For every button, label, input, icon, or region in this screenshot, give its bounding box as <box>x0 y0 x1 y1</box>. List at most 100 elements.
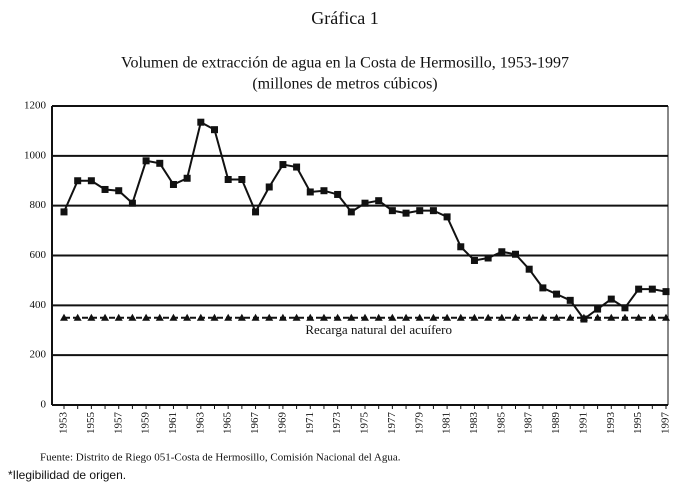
point-marker <box>74 177 82 185</box>
y-tick-label: 1200 <box>24 100 47 112</box>
point-marker <box>347 313 356 321</box>
point-marker <box>429 313 438 321</box>
point-marker <box>402 313 411 321</box>
point-marker <box>293 163 301 171</box>
point-marker <box>457 243 465 251</box>
point-marker <box>484 313 493 321</box>
point-marker <box>416 207 424 215</box>
point-marker <box>156 159 164 167</box>
chart-subtitle: (millones de metros cúbicos) <box>252 76 437 93</box>
point-marker <box>402 209 410 217</box>
point-marker <box>319 313 328 321</box>
y-tick-label: 600 <box>30 249 47 261</box>
x-tick-label: 1995 <box>632 412 644 435</box>
point-marker <box>238 176 246 184</box>
y-tick-label: 1000 <box>24 149 47 161</box>
x-tick-label: 1991 <box>577 412 589 434</box>
x-tick-label: 1975 <box>359 412 371 435</box>
point-marker <box>594 305 602 313</box>
point-marker <box>224 313 233 321</box>
point-marker <box>73 313 82 321</box>
point-marker <box>210 313 219 321</box>
point-marker <box>538 313 547 321</box>
point-marker <box>374 313 383 321</box>
footnote: *Ilegibilidad de origen. <box>8 468 126 482</box>
y-tick-label: 0 <box>41 399 47 411</box>
point-marker <box>484 254 492 262</box>
point-marker <box>593 313 602 321</box>
point-marker <box>334 190 342 198</box>
point-marker <box>306 188 314 196</box>
point-marker <box>361 313 369 321</box>
x-tick-label: 1957 <box>112 412 124 435</box>
point-marker <box>278 313 287 321</box>
x-tick-label: 1983 <box>468 412 480 435</box>
x-tick-label: 1979 <box>413 412 425 435</box>
point-marker <box>429 207 437 215</box>
point-marker <box>183 174 191 182</box>
x-tick-label: 1993 <box>605 412 617 435</box>
point-marker <box>662 313 670 321</box>
point-marker <box>375 197 383 205</box>
point-marker <box>60 208 68 216</box>
point-marker <box>333 313 342 321</box>
x-tick-label: 1953 <box>58 412 70 435</box>
point-marker <box>237 313 246 321</box>
x-tick-label: 1971 <box>304 412 316 434</box>
point-marker <box>60 313 68 321</box>
point-marker <box>114 313 123 321</box>
chart-title: Gráfica 1 <box>311 8 378 28</box>
x-tick-label: 1997 <box>660 412 672 435</box>
source-note: Fuente: Distrito de Riego 051-Costa de H… <box>40 452 401 464</box>
point-marker <box>87 177 95 185</box>
x-tick-label: 1969 <box>276 412 288 435</box>
x-tick-label: 1985 <box>495 412 507 435</box>
point-marker <box>169 313 178 321</box>
point-marker <box>320 187 328 195</box>
point-marker <box>553 290 561 298</box>
point-marker <box>607 313 616 321</box>
point-marker <box>525 313 534 321</box>
x-tick-label: 1977 <box>386 412 398 435</box>
x-tick-label: 1987 <box>523 412 535 435</box>
x-tick-label: 1959 <box>140 412 152 435</box>
point-marker <box>607 295 615 303</box>
point-marker <box>279 161 287 169</box>
point-marker <box>456 313 465 321</box>
x-tick-label: 1967 <box>249 412 261 435</box>
point-marker <box>511 313 520 321</box>
point-marker <box>552 313 561 321</box>
point-marker <box>512 250 519 258</box>
series-line <box>63 120 667 321</box>
y-tick-label: 800 <box>30 199 47 211</box>
x-tick-label: 1963 <box>194 412 206 435</box>
point-marker <box>306 313 315 321</box>
point-marker <box>251 313 260 321</box>
point-marker <box>470 313 479 321</box>
point-marker <box>128 313 137 321</box>
point-marker <box>142 313 151 321</box>
x-tick-label: 1961 <box>167 412 179 434</box>
point-marker <box>539 284 547 292</box>
chart-subtitle: Volumen de extracción de agua en la Cost… <box>121 55 569 72</box>
point-marker <box>579 313 588 321</box>
x-tick-label: 1973 <box>331 412 343 435</box>
y-tick-label: 200 <box>30 349 47 361</box>
annotation: Recarga natural del acuífero <box>305 322 452 337</box>
point-marker <box>621 304 629 312</box>
point-marker <box>265 313 274 321</box>
point-marker <box>265 183 273 191</box>
point-marker <box>292 313 301 321</box>
point-marker <box>169 180 177 188</box>
point-marker <box>648 313 657 321</box>
point-marker <box>443 313 452 321</box>
point-marker <box>155 313 164 321</box>
point-marker <box>497 313 506 321</box>
point-marker <box>252 208 260 216</box>
point-marker <box>361 199 369 207</box>
point-marker <box>87 313 96 321</box>
point-marker <box>443 213 451 221</box>
point-marker <box>388 313 397 321</box>
x-tick-label: 1955 <box>85 412 97 435</box>
